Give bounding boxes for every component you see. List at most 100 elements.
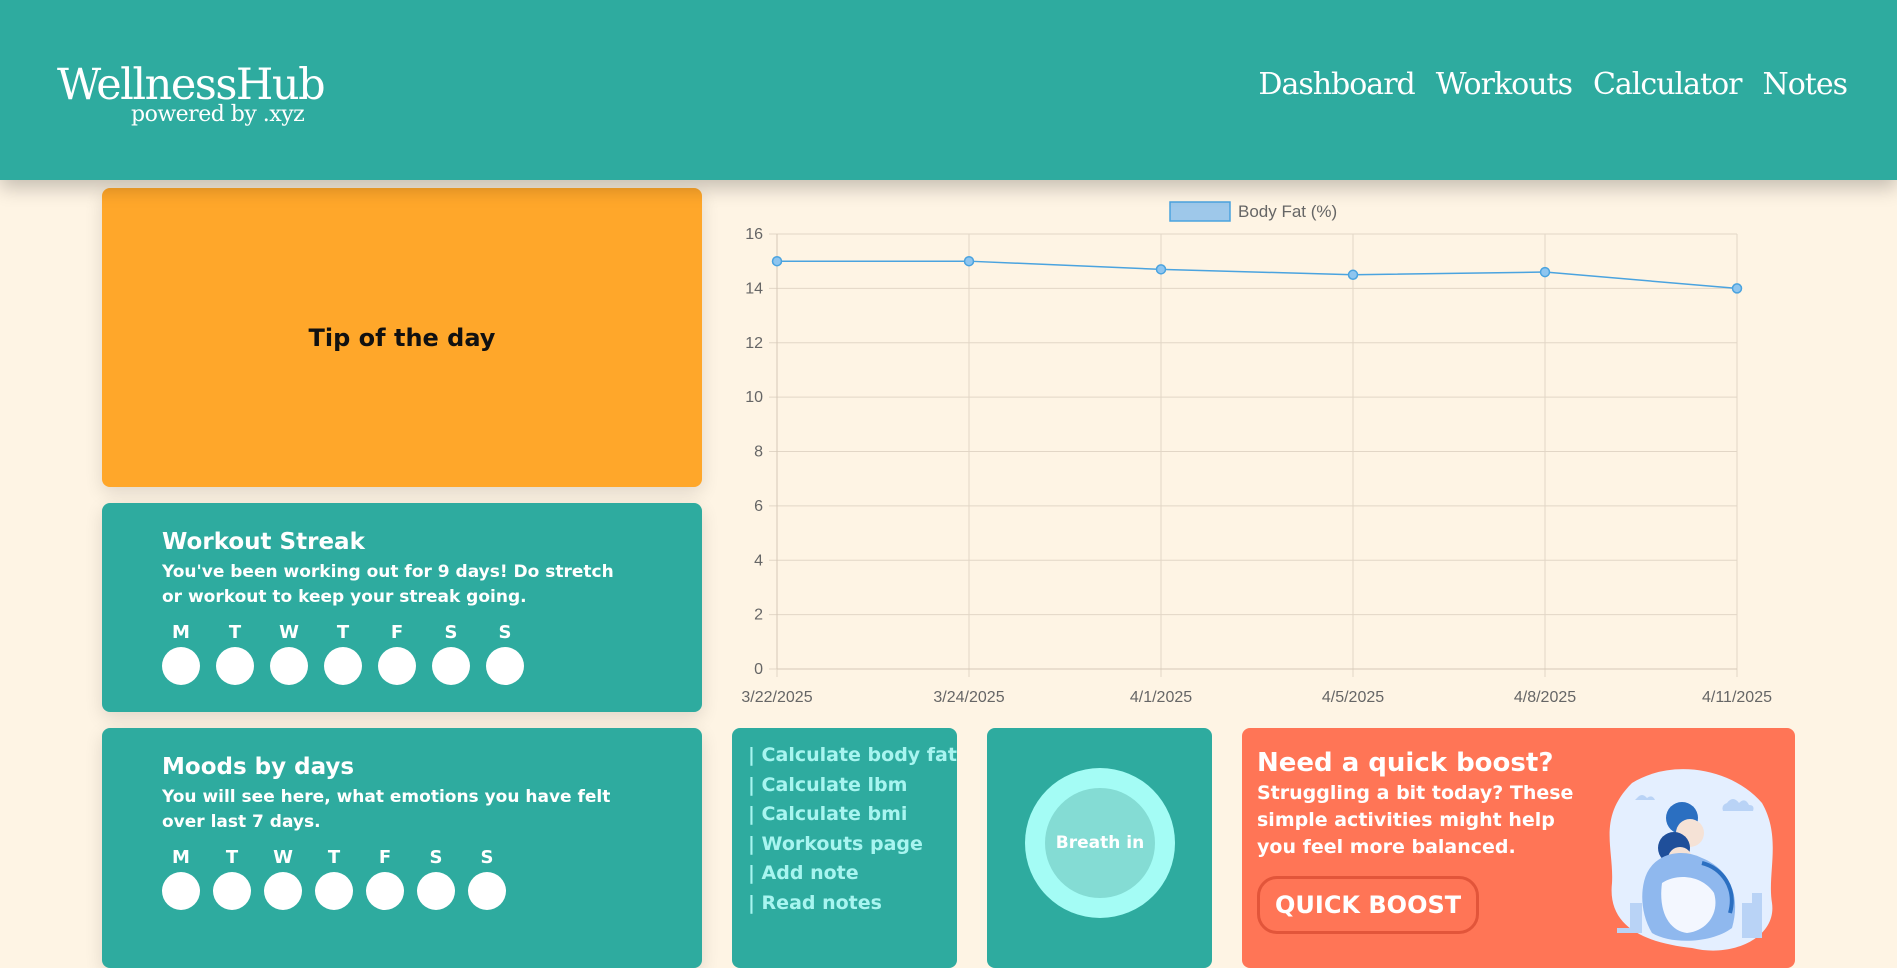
series-line (777, 260, 1738, 290)
y-tick-label: 8 (754, 444, 763, 461)
link-calculate-body-fat[interactable]: | Calculate body fat (748, 744, 957, 766)
mood-day: M (162, 846, 200, 910)
day-label: W (279, 622, 299, 643)
x-tick-label: 4/1/2025 (1130, 689, 1192, 706)
y-tick-label: 14 (745, 280, 763, 297)
mood-day: S (417, 846, 455, 910)
breathing-card: Breath in (987, 728, 1212, 968)
streak-day-circle (486, 647, 524, 685)
legend-label: Body Fat (%) (1238, 202, 1337, 221)
boost-text: Struggling a bit today? These simple act… (1257, 782, 1574, 858)
day-label: S (480, 847, 494, 868)
link-read-notes[interactable]: | Read notes (748, 891, 882, 914)
data-point (1155, 264, 1167, 275)
workout-streak-card: Workout Streak You've been working out f… (102, 503, 702, 712)
streak-day: T (216, 621, 254, 685)
day-label: M (172, 847, 190, 868)
nav-dashboard[interactable]: Dashboard (1258, 67, 1415, 102)
y-tick-label: 12 (745, 335, 763, 352)
mood-day: T (315, 846, 353, 910)
streak-day-circle (324, 647, 362, 685)
streak-day-circle (432, 647, 470, 685)
x-tick-label: 4/11/2025 (1702, 689, 1772, 706)
y-tick-label: 16 (745, 226, 763, 243)
day-label: T (336, 622, 350, 643)
quick-boost-card: Need a quick boost? Struggling a bit tod… (1242, 728, 1795, 968)
mood-day: F (366, 846, 404, 910)
logo-title[interactable]: WellnessHub (57, 60, 326, 110)
breath-circle-outer[interactable]: Breath in (1025, 768, 1175, 918)
data-point (963, 255, 975, 267)
mood-day: W (264, 846, 302, 910)
streak-day: S (486, 621, 524, 685)
breath-circle-inner: Breath in (1045, 788, 1155, 898)
streak-day-circle (378, 647, 416, 685)
streak-text: You've been working out for 9 days! Do s… (162, 562, 614, 607)
moods-text: You will see here, what emotions you hav… (162, 787, 611, 832)
streak-day-circle (216, 647, 254, 685)
mood-days: M T W T F S S (162, 846, 506, 910)
body-fat-chart: 0 2 4 6 8 10 12 14 16 3/22/2025 3/24/2025 4/1/2025 4… (741, 201, 1772, 706)
breath-label: Breath in (1055, 833, 1145, 853)
tip-of-the-day-card: Tip of the day (102, 188, 702, 487)
y-tick-label: 2 (754, 607, 763, 624)
data-point (771, 255, 783, 267)
moods-title: Moods by days (162, 754, 355, 780)
mood-day-circle[interactable] (468, 872, 506, 910)
streak-day: M (162, 621, 200, 685)
y-tick-label: 10 (745, 389, 763, 406)
mood-day-circle[interactable] (315, 872, 353, 910)
mood-day-circle[interactable] (366, 872, 404, 910)
day-label: F (378, 847, 392, 868)
streak-days: M T W T F S S (162, 621, 524, 685)
streak-day: F (378, 621, 416, 685)
quick-boost-button[interactable]: QUICK BOOST (1257, 876, 1480, 934)
streak-day-circle (162, 647, 200, 685)
day-label: S (498, 622, 512, 643)
streak-title: Workout Streak (162, 529, 365, 555)
day-label: W (273, 847, 293, 868)
x-tick-label: 3/24/2025 (933, 689, 1004, 706)
logo-subtitle: powered by .xyz (131, 102, 305, 127)
x-tick-label: 4/5/2025 (1322, 689, 1384, 706)
streak-day: S (432, 621, 470, 685)
tip-title: Tip of the day (308, 323, 496, 352)
day-label: T (228, 622, 242, 643)
main-nav: Dashboard Workouts Calculator Notes (1258, 67, 1848, 102)
link-add-note[interactable]: | Add note (748, 862, 859, 885)
day-label: F (390, 622, 404, 643)
nav-workouts[interactable]: Workouts (1435, 67, 1573, 102)
header: WellnessHub powered by .xyz Dashboard Wo… (0, 0, 1897, 180)
quick-links-card: | Calculate body fat | Calculate lbm | C… (732, 728, 957, 968)
data-point (1539, 266, 1551, 278)
y-tick-label: 0 (754, 661, 763, 678)
streak-day: W (270, 621, 308, 685)
mood-day-circle[interactable] (264, 872, 302, 910)
day-label: T (327, 847, 341, 868)
y-tick-label: 6 (754, 498, 763, 515)
nav-calculator[interactable]: Calculator (1592, 67, 1742, 102)
mood-day-circle[interactable] (162, 872, 200, 910)
legend-swatch (1169, 201, 1231, 222)
mood-day: T (213, 846, 251, 910)
nav-notes[interactable]: Notes (1762, 67, 1848, 102)
moods-card: Moods by days You will see here, what em… (102, 728, 702, 968)
link-calculate-bmi[interactable]: | Calculate bmi (748, 803, 908, 826)
link-calculate-lbm[interactable]: | Calculate lbm (748, 773, 908, 796)
data-point (1731, 283, 1743, 294)
boost-title: Need a quick boost? (1257, 748, 1554, 778)
streak-day-circle (270, 647, 308, 685)
streak-day: T (324, 621, 362, 685)
x-tick-label: 3/22/2025 (741, 689, 812, 706)
hugging-people-illustration (1609, 769, 1773, 951)
day-label: S (444, 622, 458, 643)
y-tick-label: 4 (754, 552, 763, 569)
day-label: M (172, 622, 190, 643)
mood-day-circle[interactable] (213, 872, 251, 910)
x-tick-label: 4/8/2025 (1514, 689, 1576, 706)
mood-day: S (468, 846, 506, 910)
day-label: T (225, 847, 239, 868)
mood-day-circle[interactable] (417, 872, 455, 910)
data-point (1347, 269, 1359, 281)
link-workouts-page[interactable]: | Workouts page (748, 832, 923, 855)
